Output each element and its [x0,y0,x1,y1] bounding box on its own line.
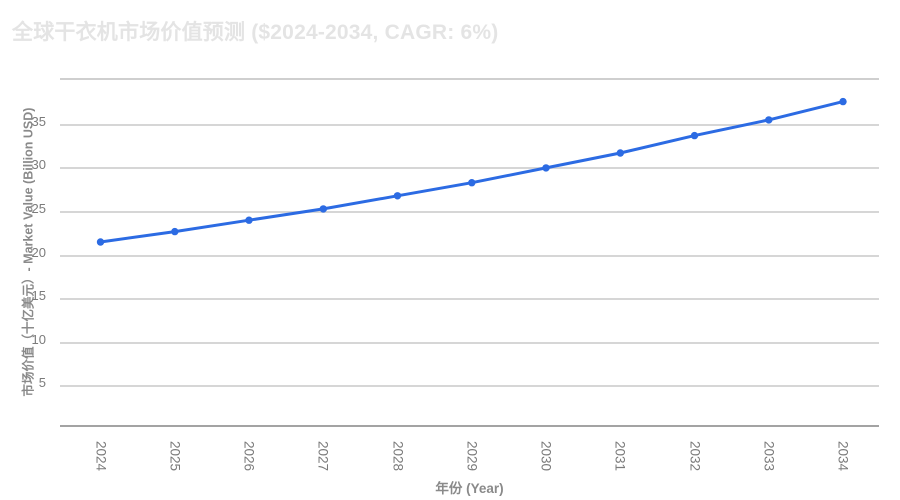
plot-area [60,78,879,427]
y-tick-label: 5 [38,375,46,391]
data-point-2024 [96,238,105,246]
data-point-2030 [542,164,550,172]
gridline-y-25 [60,210,879,213]
gridline-y-15 [60,298,879,301]
data-point-2032 [690,131,699,140]
data-point-2026 [245,216,253,224]
data-point-2031 [616,149,624,157]
y-tick-label: 10 [31,331,46,347]
data-point-2034 [839,97,847,106]
data-point-2033 [765,116,773,124]
y-tick-label: 15 [31,288,46,304]
gridline-y-30 [60,167,879,170]
chart-title: 全球干衣机市场价值预测 ($2024-2034, CAGR: 6%) [12,21,499,44]
gridline-y-10 [60,341,879,344]
y-tick-label: 35 [31,113,46,129]
data-point-2025 [171,227,179,236]
gridline-y-20 [60,254,879,257]
y-tick-label: 20 [31,244,46,260]
gridline-y-35 [60,123,879,126]
data-point-2029 [468,179,476,187]
x-axis-title: 年份 (Year) [435,481,504,496]
y-tick-label: 25 [31,200,46,216]
line-series [99,100,845,244]
data-point-2028 [393,192,402,200]
y-tick-label: 30 [31,157,46,173]
data-point-2027 [319,205,327,213]
gridline-y-5 [60,385,879,388]
